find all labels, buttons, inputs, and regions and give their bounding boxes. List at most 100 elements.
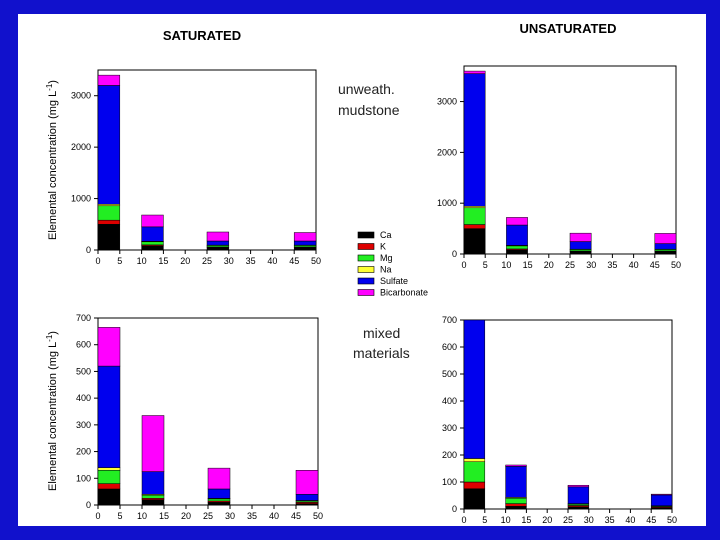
x-tick-label: 25 bbox=[563, 515, 573, 525]
x-tick-label: 20 bbox=[542, 515, 552, 525]
y-tick-label: 500 bbox=[76, 366, 91, 376]
charts-figure: SATURATED UNSATURATED unweath. mudstone … bbox=[45, 21, 681, 525]
y-tick-label: 3000 bbox=[437, 97, 457, 107]
legend-swatch-bicarbonate bbox=[357, 289, 375, 296]
bar-mg-1 bbox=[506, 245, 528, 250]
row-label-bottom-2: materials bbox=[353, 345, 410, 361]
x-tick-label: 50 bbox=[313, 511, 323, 521]
y-tick-label: 700 bbox=[76, 313, 91, 323]
bar-ca-0 bbox=[97, 224, 121, 251]
bar-mg-1 bbox=[141, 241, 164, 246]
bar-ca-2 bbox=[569, 251, 592, 255]
chart-unsaturated-mixed: 0 5 10 15 20 25 30 35 40 45 5001002003004005006007… bbox=[442, 315, 677, 525]
x-tick-label: 15 bbox=[521, 515, 531, 525]
bar-sulfate-1 bbox=[505, 466, 527, 498]
bar-mg-2 bbox=[207, 498, 231, 502]
x-tick-label: 15 bbox=[523, 260, 533, 270]
y-tick-label: 500 bbox=[442, 369, 457, 379]
y-axis-label: Elemental concentration (mg L-1) bbox=[45, 80, 59, 240]
y-tick-label: 0 bbox=[86, 245, 91, 255]
bar-na-0 bbox=[463, 458, 486, 463]
legend-label-sulfate: Sulfate bbox=[380, 276, 408, 286]
bar-bicarbonate-2 bbox=[567, 484, 590, 488]
x-tick-label: 10 bbox=[137, 511, 147, 521]
bar-bicarbonate-0 bbox=[97, 74, 121, 86]
y-tick-label: 0 bbox=[452, 249, 457, 259]
bar-bicarbonate-1 bbox=[506, 217, 528, 226]
bar-sulfate-2 bbox=[567, 486, 590, 504]
bar-sulfate-3 bbox=[654, 243, 677, 250]
x-tick-label: 35 bbox=[605, 515, 615, 525]
legend-label-na: Na bbox=[380, 265, 392, 275]
x-tick-label: 5 bbox=[483, 260, 488, 270]
legend-swatch-na bbox=[357, 266, 375, 273]
x-tick-label: 30 bbox=[586, 260, 596, 270]
x-tick-label: 20 bbox=[544, 260, 554, 270]
chart-saturated-mudstone: 0 5 10 15 20 25 30 35 40 45 50 0 1000 2000 3000 Element… bbox=[45, 69, 321, 266]
x-tick-label: 45 bbox=[289, 256, 299, 266]
x-tick-label: 15 bbox=[159, 511, 169, 521]
y-tick-label: 400 bbox=[76, 393, 91, 403]
x-tick-label: 50 bbox=[671, 260, 681, 270]
y-tick-label: 200 bbox=[442, 450, 457, 460]
bar-ca-1 bbox=[141, 499, 165, 506]
bar-bicarbonate-2 bbox=[569, 232, 592, 242]
y-tick-label: 300 bbox=[442, 423, 457, 433]
chart-saturated-mixed: 0 5 10 15 20 25 30 35 40 45 5001002003004005006007… bbox=[45, 313, 323, 521]
bar-ca-2 bbox=[207, 502, 231, 506]
x-tick-label: 10 bbox=[137, 256, 147, 266]
y-tick-label: 200 bbox=[76, 447, 91, 457]
y-tick-label: 1000 bbox=[71, 194, 91, 204]
x-tick-label: 10 bbox=[501, 260, 511, 270]
y-tick-label: 0 bbox=[452, 504, 457, 514]
bar-k-1 bbox=[505, 503, 527, 507]
legend-swatch-k bbox=[357, 243, 375, 250]
y-tick-label: 1000 bbox=[437, 198, 457, 208]
legend-swatch-ca bbox=[357, 231, 375, 239]
x-tick-label: 35 bbox=[247, 511, 257, 521]
x-tick-label: 40 bbox=[629, 260, 639, 270]
plot-frame bbox=[97, 69, 317, 251]
x-tick-label: 35 bbox=[246, 256, 256, 266]
y-tick-label: 300 bbox=[76, 420, 91, 430]
bar-ca-2 bbox=[567, 506, 590, 510]
bar-sulfate-1 bbox=[141, 471, 165, 495]
bar-k-0 bbox=[97, 483, 121, 490]
x-tick-label: 30 bbox=[584, 515, 594, 525]
x-tick-label: 40 bbox=[625, 515, 635, 525]
bar-mg-0 bbox=[463, 461, 486, 483]
y-tick-label: 2000 bbox=[71, 142, 91, 152]
y-tick-label: 600 bbox=[442, 342, 457, 352]
bar-ca-1 bbox=[506, 249, 528, 255]
bar-ca-2 bbox=[206, 247, 230, 251]
bar-bicarbonate-2 bbox=[206, 231, 230, 242]
x-tick-label: 35 bbox=[607, 260, 617, 270]
bar-mg-1 bbox=[505, 497, 527, 504]
bar-ca-0 bbox=[463, 488, 486, 510]
plot-frame bbox=[463, 319, 673, 510]
x-tick-label: 30 bbox=[225, 511, 235, 521]
bar-sulfate-0 bbox=[97, 365, 121, 468]
bar-sulfate-0 bbox=[97, 85, 121, 205]
y-tick-label: 3000 bbox=[71, 91, 91, 101]
row-label-bottom-1: mixed bbox=[363, 325, 400, 341]
legend-label-k: K bbox=[380, 242, 386, 252]
bar-bicarbonate-1 bbox=[141, 415, 165, 472]
bar-sulfate-2 bbox=[206, 240, 230, 246]
x-tick-label: 0 bbox=[95, 256, 100, 266]
legend-label-mg: Mg bbox=[380, 253, 393, 263]
bar-bicarbonate-1 bbox=[141, 214, 164, 228]
bar-bicarbonate-1 bbox=[505, 464, 527, 467]
x-tick-label: 15 bbox=[158, 256, 168, 266]
x-tick-label: 10 bbox=[501, 515, 511, 525]
bar-mg-0 bbox=[463, 207, 486, 225]
x-tick-label: 5 bbox=[482, 515, 487, 525]
legend-swatch-mg bbox=[357, 254, 375, 262]
x-tick-label: 20 bbox=[180, 256, 190, 266]
legend-swatch-sulfate bbox=[357, 277, 375, 285]
bar-k-0 bbox=[97, 219, 121, 225]
x-tick-label: 20 bbox=[181, 511, 191, 521]
bar-ca-0 bbox=[97, 488, 121, 506]
chart-unsaturated-mudstone: 0 5 10 15 20 25 30 35 40 45 50 0 1000 2000 3000 bbox=[437, 65, 681, 270]
title-saturated: SATURATED bbox=[163, 28, 241, 43]
